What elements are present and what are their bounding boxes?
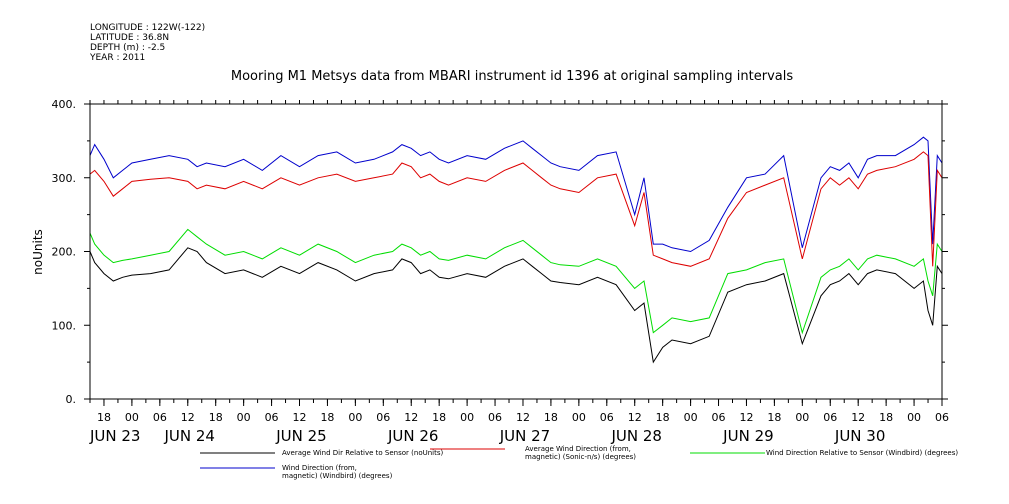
x-tick-label: 00: [237, 411, 251, 424]
x-tick-label: 06: [600, 411, 614, 424]
x-tick-label: 06: [265, 411, 279, 424]
plot-frame: [89, 103, 943, 400]
x-tick-label: 18: [432, 411, 446, 424]
x-date-label: JUN 26: [387, 427, 438, 445]
x-tick-label: 12: [739, 411, 753, 424]
x-tick-label: 18: [209, 411, 223, 424]
x-tick-label: 18: [767, 411, 781, 424]
x-tick-label: 00: [348, 411, 362, 424]
y-tick-label: 0.: [66, 393, 77, 406]
series-line: [89, 136, 943, 253]
x-tick-label: 00: [125, 411, 139, 424]
chart-title: Mooring M1 Metsys data from MBARI instru…: [231, 69, 793, 84]
x-date-label: JUN 29: [722, 427, 773, 445]
legend-label: Average Wind Direction (from,: [525, 445, 631, 453]
metadata-year: YEAR : 2011: [89, 53, 145, 63]
x-tick-label: 12: [516, 411, 530, 424]
x-tick-label: 00: [684, 411, 698, 424]
x-tick-label: 00: [795, 411, 809, 424]
x-tick-label: 06: [712, 411, 726, 424]
x-date-label: JUN 24: [163, 427, 214, 445]
legend: Average Wind Dir Relative to Sensor (noU…: [200, 445, 958, 480]
y-tick-label: 400.: [52, 98, 77, 111]
x-tick-label: 00: [907, 411, 921, 424]
axes: 0. 100. 200. 300. 400. 18 00 06 12 18 00 06 12 18 00 06…: [52, 98, 950, 445]
x-tick-label: 06: [935, 411, 949, 424]
y-tick-label: 100.: [52, 319, 77, 332]
x-date-label: JUN 27: [499, 427, 550, 445]
series-line: [89, 228, 943, 335]
legend-label: Average Wind Dir Relative to Sensor (noU…: [282, 449, 443, 457]
x-tick-label: 18: [879, 411, 893, 424]
x-tick-label: 06: [488, 411, 502, 424]
legend-label: magnetic) (Sonic-n/s) (degrees): [525, 453, 636, 461]
x-tick-label: 12: [851, 411, 865, 424]
y-tick-label: 300.: [52, 172, 77, 185]
legend-label: Wind Direction (from,: [282, 464, 357, 472]
x-tick-label: 06: [823, 411, 837, 424]
x-tick-label: 18: [544, 411, 558, 424]
series-line: [89, 151, 943, 267]
x-tick-label: 06: [153, 411, 167, 424]
x-date-label: JUN 28: [610, 427, 661, 445]
x-date-label: JUN 23: [89, 427, 140, 445]
metadata-block: LONGITUDE : 122W(-122) LATITUDE : 36.8N …: [89, 23, 205, 63]
plot-lines: [89, 136, 943, 364]
x-tick-label: 12: [293, 411, 307, 424]
metadata-depth: DEPTH (m) : -2.5: [90, 43, 165, 53]
x-tick-label: 18: [320, 411, 334, 424]
y-axis-label: noUnits: [31, 229, 45, 275]
x-tick-label: 00: [460, 411, 474, 424]
series-line: [89, 247, 943, 364]
x-tick-label: 12: [404, 411, 418, 424]
x-tick-label: 12: [181, 411, 195, 424]
x-date-label: JUN 25: [275, 427, 326, 445]
x-date-label: JUN 30: [834, 427, 885, 445]
x-tick-label: 00: [572, 411, 586, 424]
x-tick-label: 12: [628, 411, 642, 424]
legend-label: Wind Direction Relative to Sensor (Windb…: [766, 449, 958, 457]
x-tick-label: 18: [656, 411, 670, 424]
metadata-latitude: LATITUDE : 36.8N: [90, 33, 169, 43]
legend-label: magnetic) (Windbird) (degrees): [282, 472, 393, 480]
x-tick-label: 06: [376, 411, 390, 424]
x-tick-label: 18: [97, 411, 111, 424]
y-tick-label: 200.: [52, 246, 77, 259]
metadata-longitude: LONGITUDE : 122W(-122): [90, 23, 205, 33]
